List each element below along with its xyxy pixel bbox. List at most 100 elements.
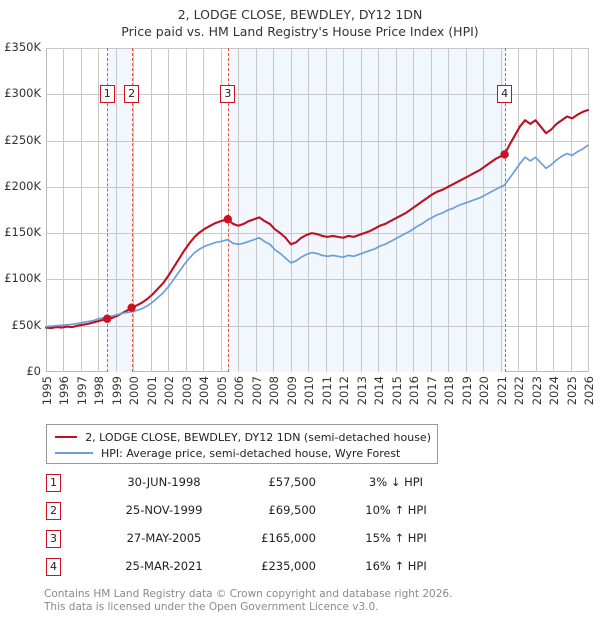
row-date: 25-NOV-1999 bbox=[125, 503, 203, 517]
grid-line-vertical bbox=[203, 48, 205, 372]
x-axis-tick-label: 2003 bbox=[179, 376, 194, 406]
x-axis-tick-label: 2006 bbox=[232, 376, 247, 406]
row-index-badge: 4 bbox=[46, 558, 61, 576]
x-axis-tick-label: 2000 bbox=[127, 376, 142, 406]
grid-line-vertical bbox=[185, 48, 187, 372]
y-axis-tick-label: £0 bbox=[26, 364, 41, 378]
grid-line-vertical bbox=[133, 48, 135, 372]
sale-event-line bbox=[504, 48, 506, 372]
row-date: 27-MAY-2005 bbox=[126, 531, 202, 545]
row-date: 30-JUN-1998 bbox=[127, 475, 201, 489]
grid-line-vertical bbox=[290, 48, 292, 372]
x-axis-tick-label: 2019 bbox=[459, 376, 474, 406]
grid-line-vertical bbox=[238, 48, 240, 372]
grid-line-horizontal bbox=[46, 48, 588, 49]
copyright-footer: Contains HM Land Registry data © Crown c… bbox=[44, 588, 584, 613]
row-price: £57,500 bbox=[268, 475, 316, 489]
grid-line-vertical bbox=[500, 48, 502, 372]
sale-event-line bbox=[131, 48, 133, 372]
x-axis-tick-label: 1995 bbox=[40, 376, 54, 406]
sale-event-lines bbox=[46, 48, 588, 372]
x-axis-tick-label: 2011 bbox=[319, 376, 334, 406]
y-axis-tick-label: £200K bbox=[4, 178, 41, 193]
row-index-badge: 2 bbox=[46, 502, 61, 520]
x-axis-tick-label: 1998 bbox=[92, 376, 107, 406]
chart-legend: 2, LODGE CLOSE, BEWDLEY, DY12 1DN (semi-… bbox=[46, 424, 438, 464]
x-axis-tick-label: 2002 bbox=[162, 376, 177, 406]
grid-line-vertical bbox=[63, 48, 65, 372]
grid-line-vertical bbox=[430, 48, 432, 372]
grid-line-vertical bbox=[518, 48, 520, 372]
page-title: 2, LODGE CLOSE, BEWDLEY, DY12 1DN bbox=[177, 7, 423, 22]
row-price: £165,000 bbox=[261, 531, 316, 545]
grid-line-vertical bbox=[168, 48, 170, 372]
x-axis-tick-label: 2018 bbox=[442, 376, 457, 406]
x-axis-tick-label: 2025 bbox=[564, 376, 579, 406]
x-axis-tick-label: 1996 bbox=[57, 376, 72, 406]
grid-line-vertical bbox=[535, 48, 537, 372]
sale-point-marker[interactable] bbox=[223, 215, 233, 224]
row-hpi-delta: 15% ↑ HPI bbox=[365, 531, 427, 545]
x-axis-tick-label: 2007 bbox=[249, 376, 264, 406]
x-axis-tick-label: 2020 bbox=[477, 376, 492, 406]
footer-line-2: This data is licensed under the Open Gov… bbox=[44, 600, 379, 613]
sale-event-line bbox=[107, 48, 109, 372]
grid-line-vertical bbox=[378, 48, 380, 372]
y-axis-labels: £0 £50K £100K £150K £200K £250K £300K £350K bbox=[0, 40, 46, 378]
x-axis-tick-label: 2022 bbox=[512, 376, 527, 406]
grid-line-horizontal bbox=[46, 279, 588, 281]
legend-item-hpi: HPI: Average price, semi-detached house,… bbox=[53, 445, 431, 461]
grid-line-vertical bbox=[483, 48, 485, 372]
grid-line-vertical bbox=[343, 48, 345, 372]
price-series bbox=[44, 108, 590, 330]
grid-line-vertical bbox=[220, 48, 222, 372]
sale-marker-box[interactable]: 2 bbox=[124, 85, 140, 103]
sale-marker-box[interactable]: 3 bbox=[220, 85, 236, 103]
grid-line-vertical bbox=[465, 48, 467, 372]
legend-label-hpi: HPI: Average price, semi-detached house,… bbox=[101, 446, 401, 460]
table-row: 1 30-JUN-1998 £57,500 3% ↓ HPI bbox=[46, 472, 466, 500]
row-hpi-delta: 16% ↑ HPI bbox=[365, 559, 427, 573]
grid-line-vertical bbox=[98, 48, 100, 372]
grid-line-vertical bbox=[360, 48, 362, 372]
x-axis-tick-label: 2005 bbox=[214, 376, 229, 406]
sale-point-marker[interactable] bbox=[127, 303, 136, 312]
y-axis-tick-label: £100K bbox=[4, 271, 41, 286]
sale-point-marker[interactable] bbox=[500, 150, 509, 159]
grid-line-vertical bbox=[413, 48, 415, 372]
row-index-badge: 1 bbox=[46, 474, 61, 492]
sale-marker-box[interactable]: 1 bbox=[99, 85, 115, 103]
grid-line-vertical bbox=[308, 48, 310, 372]
sale-marker-box[interactable]: 4 bbox=[497, 85, 513, 103]
legend-item-property: 2, LODGE CLOSE, BEWDLEY, DY12 1DN (semi-… bbox=[53, 429, 431, 445]
x-axis-tick-label: 2021 bbox=[494, 376, 509, 406]
y-axis-tick-label: £150K bbox=[4, 225, 41, 240]
table-row: 3 27-MAY-2005 £165,000 15% ↑ HPI bbox=[46, 528, 466, 556]
sale-point-marker[interactable] bbox=[102, 314, 112, 323]
x-axis-tick-label: 2009 bbox=[284, 376, 299, 406]
grid-line-vertical bbox=[115, 48, 117, 372]
table-row: 4 25-MAR-2021 £235,000 16% ↑ HPI bbox=[46, 556, 466, 584]
page-subtitle: Price paid vs. HM Land Registry's House … bbox=[121, 24, 479, 39]
y-axis-tick-label: £350K bbox=[4, 40, 41, 54]
legend-swatch-property bbox=[55, 436, 78, 438]
x-axis-tick-label: 2015 bbox=[389, 376, 404, 406]
grid-line-vertical bbox=[150, 48, 152, 372]
table-row: 2 25-NOV-1999 £69,500 10% ↑ HPI bbox=[46, 500, 466, 528]
legend-label-property: 2, LODGE CLOSE, BEWDLEY, DY12 1DN (semi-… bbox=[85, 430, 431, 444]
grid-line-vertical bbox=[588, 48, 589, 372]
row-hpi-delta: 3% ↓ HPI bbox=[368, 475, 424, 489]
grid-line-vertical bbox=[273, 48, 275, 372]
x-axis-tick-label: 2024 bbox=[547, 376, 562, 406]
grid-lines bbox=[46, 48, 589, 372]
grid-line-horizontal bbox=[46, 325, 588, 327]
y-axis-tick-label: £50K bbox=[11, 317, 42, 332]
grid-line-vertical bbox=[553, 48, 555, 372]
x-axis-tick-label: 2013 bbox=[354, 376, 369, 406]
x-axis-tick-label: 2012 bbox=[337, 376, 352, 406]
x-axis-tick-label: 2008 bbox=[267, 376, 282, 406]
grid-line-horizontal bbox=[46, 140, 588, 142]
